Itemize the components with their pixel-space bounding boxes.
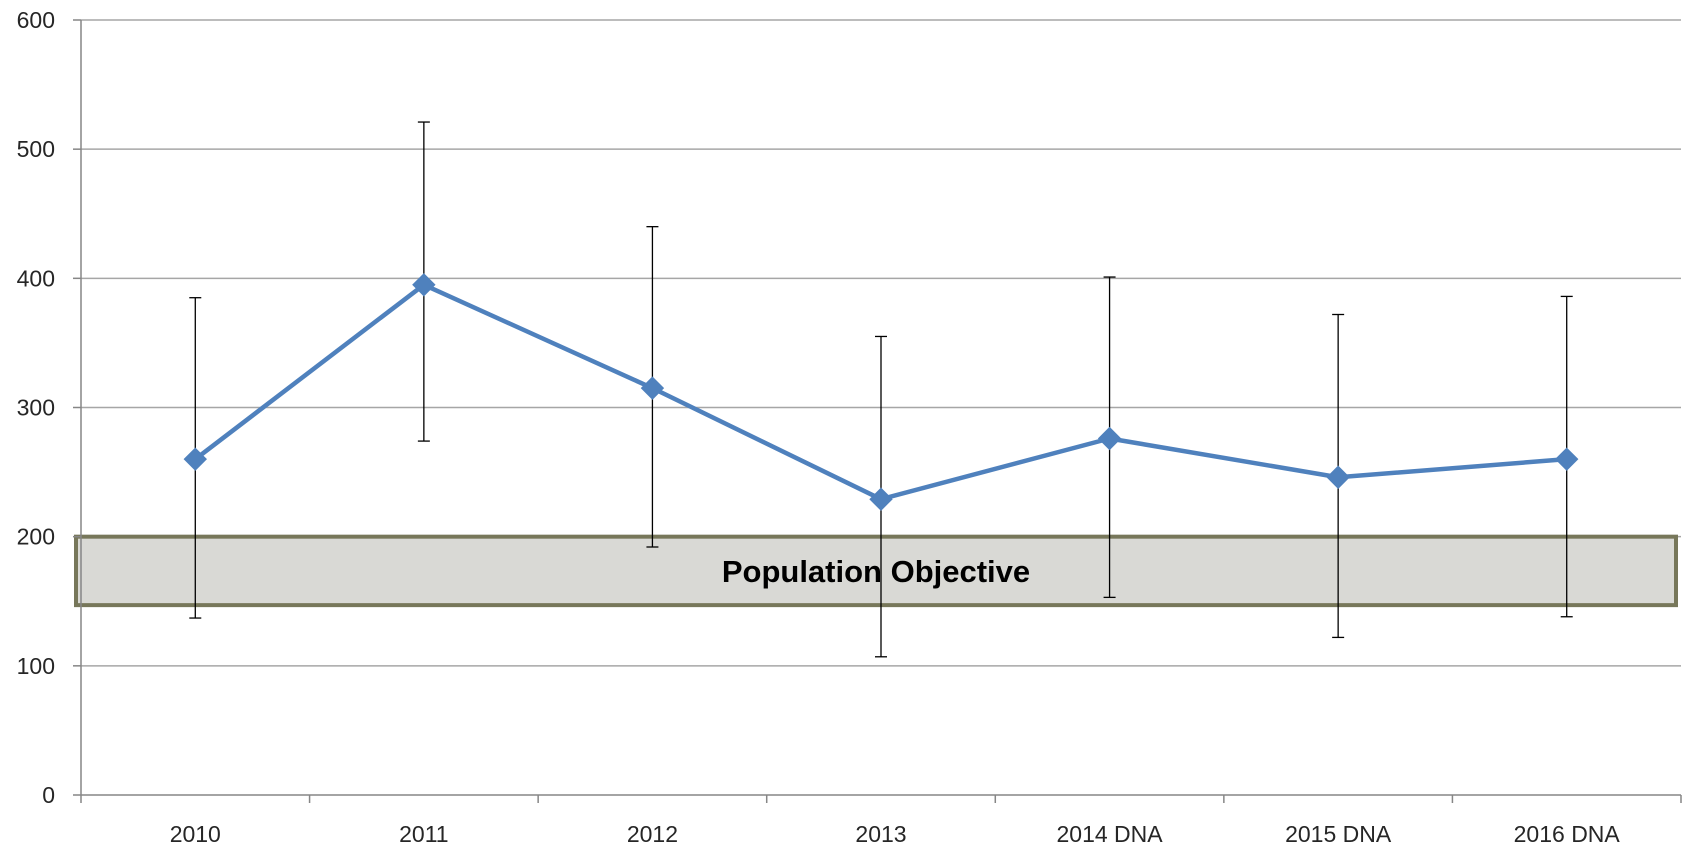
x-tick-labels: 2010 2011 2012 2013 2014 DNA 2015 DNA 2016 DNA [170, 821, 1621, 847]
data-markers [183, 273, 1579, 511]
x-tick-label-6: 2016 DNA [1514, 821, 1621, 847]
y-tick-label-600: 600 [17, 7, 55, 33]
x-tick-label-2: 2012 [627, 821, 678, 847]
axes [73, 19, 1682, 803]
data-point-0 [183, 447, 207, 471]
x-tick-label-4: 2014 DNA [1057, 821, 1164, 847]
population-objective-label: Population Objective [722, 554, 1030, 589]
data-point-3 [869, 487, 893, 511]
x-tick-label-1: 2011 [399, 821, 448, 847]
population-objective-band: Population Objective [74, 534, 1678, 608]
population-objective-rect [74, 534, 1678, 608]
y-tick-label-400: 400 [17, 265, 55, 291]
x-tick-label-3: 2013 [855, 821, 906, 847]
data-point-4 [1097, 426, 1122, 451]
data-point-5 [1326, 465, 1350, 489]
y-tick-label-100: 100 [17, 653, 55, 679]
y-tick-label-300: 300 [17, 395, 55, 421]
y-tick-label-200: 200 [17, 524, 55, 550]
data-point-6 [1555, 447, 1579, 471]
y-tick-label-500: 500 [17, 136, 55, 162]
data-point-2 [640, 376, 665, 400]
data-point-1 [412, 273, 436, 297]
x-tick-label-5: 2015 DNA [1285, 821, 1392, 847]
y-tick-label-0: 0 [42, 782, 55, 808]
x-tick-label-0: 2010 [170, 821, 221, 847]
y-tick-labels: 0 100 200 300 400 500 600 [17, 7, 55, 808]
